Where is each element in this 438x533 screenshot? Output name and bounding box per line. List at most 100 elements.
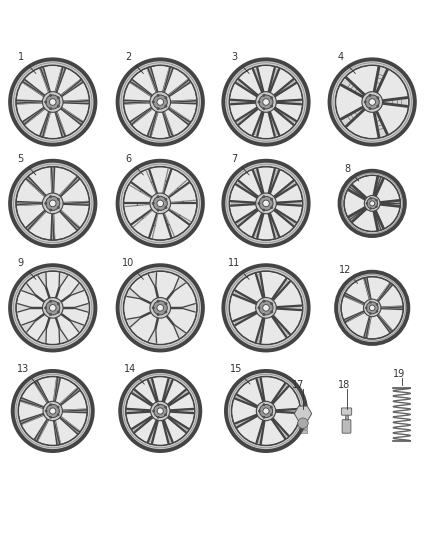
Text: 1: 1 bbox=[18, 52, 36, 74]
Wedge shape bbox=[10, 265, 95, 351]
Circle shape bbox=[157, 94, 159, 96]
Polygon shape bbox=[237, 181, 258, 198]
Polygon shape bbox=[38, 274, 46, 288]
Circle shape bbox=[256, 92, 276, 112]
Circle shape bbox=[49, 108, 52, 110]
Polygon shape bbox=[374, 68, 387, 93]
Text: 14: 14 bbox=[124, 364, 145, 384]
Polygon shape bbox=[272, 279, 289, 301]
Polygon shape bbox=[148, 273, 157, 288]
Text: 8: 8 bbox=[345, 164, 359, 181]
Circle shape bbox=[377, 96, 379, 99]
Circle shape bbox=[49, 196, 52, 198]
Circle shape bbox=[165, 96, 167, 99]
Polygon shape bbox=[374, 111, 387, 136]
Circle shape bbox=[270, 414, 272, 416]
Circle shape bbox=[376, 206, 378, 207]
Polygon shape bbox=[232, 100, 256, 104]
Circle shape bbox=[341, 277, 403, 339]
Circle shape bbox=[45, 202, 47, 205]
Circle shape bbox=[271, 206, 273, 208]
Polygon shape bbox=[162, 379, 172, 402]
Polygon shape bbox=[234, 291, 258, 304]
Circle shape bbox=[367, 198, 378, 209]
Polygon shape bbox=[237, 80, 258, 96]
Circle shape bbox=[263, 304, 269, 311]
Polygon shape bbox=[232, 201, 256, 206]
Circle shape bbox=[364, 101, 366, 103]
Text: 7: 7 bbox=[231, 154, 249, 175]
Circle shape bbox=[256, 297, 276, 318]
Circle shape bbox=[263, 209, 265, 211]
Circle shape bbox=[376, 310, 378, 312]
Circle shape bbox=[57, 96, 60, 99]
Circle shape bbox=[49, 403, 52, 406]
Circle shape bbox=[45, 410, 47, 412]
Wedge shape bbox=[339, 171, 405, 236]
Text: 5: 5 bbox=[18, 154, 36, 175]
Circle shape bbox=[366, 203, 367, 204]
Circle shape bbox=[124, 271, 197, 344]
Polygon shape bbox=[127, 317, 142, 326]
Circle shape bbox=[157, 108, 159, 110]
FancyBboxPatch shape bbox=[341, 408, 352, 415]
Circle shape bbox=[370, 197, 371, 199]
Circle shape bbox=[369, 305, 375, 311]
Wedge shape bbox=[117, 161, 203, 246]
Wedge shape bbox=[223, 161, 309, 246]
Circle shape bbox=[369, 312, 371, 314]
Circle shape bbox=[57, 406, 59, 408]
Circle shape bbox=[263, 408, 269, 414]
Circle shape bbox=[271, 303, 273, 305]
Circle shape bbox=[46, 95, 60, 109]
Circle shape bbox=[57, 105, 60, 107]
Polygon shape bbox=[69, 320, 83, 332]
Polygon shape bbox=[275, 409, 298, 413]
Wedge shape bbox=[226, 371, 306, 451]
Polygon shape bbox=[257, 379, 265, 402]
Polygon shape bbox=[59, 274, 67, 288]
Circle shape bbox=[258, 306, 260, 309]
Circle shape bbox=[271, 105, 273, 107]
Wedge shape bbox=[336, 272, 408, 344]
Polygon shape bbox=[268, 170, 279, 194]
Circle shape bbox=[369, 99, 375, 106]
Polygon shape bbox=[69, 285, 83, 296]
Circle shape bbox=[263, 196, 265, 198]
FancyBboxPatch shape bbox=[299, 415, 307, 418]
Circle shape bbox=[263, 200, 269, 207]
Polygon shape bbox=[257, 420, 265, 443]
Polygon shape bbox=[38, 327, 46, 342]
Circle shape bbox=[370, 201, 375, 206]
Polygon shape bbox=[271, 418, 288, 438]
Circle shape bbox=[157, 99, 163, 106]
Circle shape bbox=[376, 303, 378, 305]
Circle shape bbox=[46, 196, 60, 211]
Circle shape bbox=[16, 167, 89, 240]
Circle shape bbox=[49, 408, 56, 414]
Circle shape bbox=[377, 105, 379, 107]
Circle shape bbox=[43, 401, 63, 421]
Circle shape bbox=[124, 66, 197, 139]
Polygon shape bbox=[128, 409, 151, 413]
Circle shape bbox=[153, 95, 167, 109]
Circle shape bbox=[271, 198, 273, 200]
Circle shape bbox=[152, 306, 154, 309]
Circle shape bbox=[18, 376, 87, 446]
Circle shape bbox=[46, 301, 60, 315]
Circle shape bbox=[263, 313, 265, 316]
Text: 12: 12 bbox=[339, 265, 358, 284]
Polygon shape bbox=[173, 279, 185, 292]
Circle shape bbox=[298, 418, 308, 429]
Polygon shape bbox=[276, 100, 300, 104]
Text: 6: 6 bbox=[125, 154, 143, 175]
Circle shape bbox=[263, 94, 265, 96]
Circle shape bbox=[256, 401, 276, 421]
FancyBboxPatch shape bbox=[299, 422, 307, 425]
Circle shape bbox=[157, 304, 163, 311]
Polygon shape bbox=[379, 200, 399, 206]
Polygon shape bbox=[167, 390, 187, 406]
Circle shape bbox=[165, 406, 166, 408]
Polygon shape bbox=[349, 207, 367, 222]
Circle shape bbox=[258, 202, 260, 205]
